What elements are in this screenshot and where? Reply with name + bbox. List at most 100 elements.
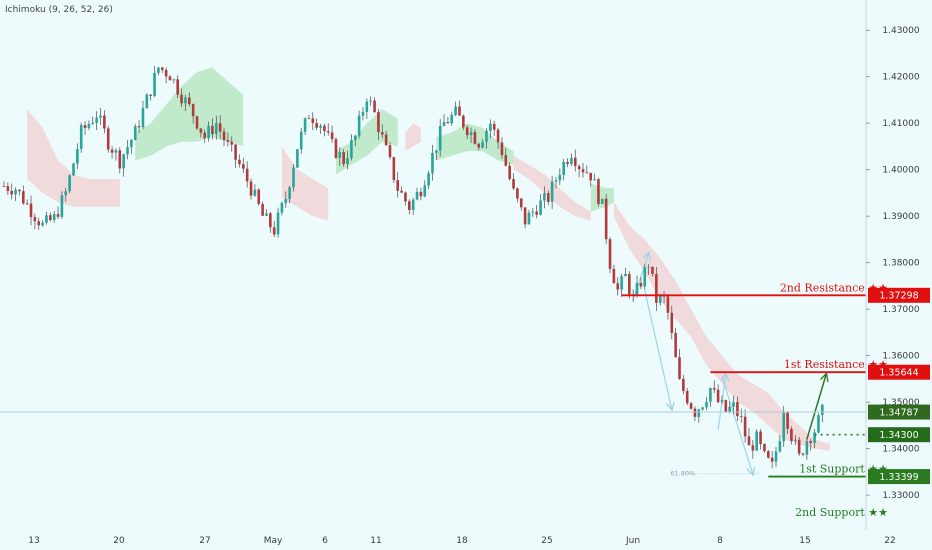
candle-body <box>500 142 504 156</box>
candle-body <box>516 188 519 199</box>
x-tick-label: 6 <box>322 536 328 546</box>
candle-body <box>535 211 538 215</box>
y-tick-label: 1.42000 <box>882 73 919 83</box>
cloud-segment-bear <box>27 109 120 207</box>
candle-body <box>450 114 454 124</box>
projection-arrow <box>806 374 826 440</box>
candle-body <box>624 273 627 277</box>
candle-body <box>365 101 369 112</box>
candle-body <box>400 190 403 193</box>
indicator-label[interactable]: Ichimoku (9, 26, 52, 26) <box>5 5 113 15</box>
x-tick-label: 25 <box>541 536 552 546</box>
candle-body <box>601 198 604 204</box>
candle-body <box>817 415 820 433</box>
candle-body <box>427 173 430 186</box>
y-tick-label: 1.41000 <box>882 119 919 129</box>
candle-body <box>423 185 427 197</box>
y-tick-label: 1.43000 <box>882 26 919 36</box>
candle-body <box>377 112 380 133</box>
candle-body <box>519 198 523 208</box>
impulse-arrow <box>721 376 753 475</box>
y-tick-label: 1.38000 <box>882 259 919 269</box>
candle-body <box>269 213 272 228</box>
candle-body <box>222 131 226 141</box>
candle-body <box>608 239 612 269</box>
candle-body <box>49 215 52 221</box>
candle-body <box>52 214 56 221</box>
candle-body <box>442 122 446 126</box>
candle-body <box>581 169 585 173</box>
y-tick-label: 1.35000 <box>882 398 919 408</box>
candle-body <box>438 125 442 151</box>
cloud-segment-bull <box>590 183 614 212</box>
candle-body <box>184 97 187 104</box>
candle-body <box>29 203 33 218</box>
candle-body <box>245 168 249 182</box>
candle-body <box>280 203 284 213</box>
candle-body <box>628 273 631 295</box>
candle-body <box>612 268 616 284</box>
candle-body <box>10 190 14 195</box>
candle-body <box>794 439 797 441</box>
candle-body <box>469 131 473 136</box>
candle-body <box>620 276 623 290</box>
candle-body <box>160 67 164 70</box>
x-tick-label: 20 <box>113 536 125 546</box>
candle-body <box>118 150 122 169</box>
resistance-label: 1st Resistance ★★ <box>784 358 888 371</box>
current-price-tag-label: 1.34787 <box>879 407 918 418</box>
candle-body <box>110 149 114 153</box>
candle-body <box>37 221 41 226</box>
candle-body <box>751 445 755 451</box>
candle-body <box>712 388 716 390</box>
candle-body <box>485 130 488 142</box>
candle-body <box>342 152 345 165</box>
candle-body <box>616 283 620 290</box>
candle-body <box>813 432 816 443</box>
x-tick-label: May <box>264 536 283 546</box>
candle-body <box>207 125 210 139</box>
candle-body <box>284 198 288 204</box>
support-tag <box>868 469 930 485</box>
candle-body <box>218 123 222 132</box>
candle-body <box>60 195 64 217</box>
candle-body <box>249 181 253 196</box>
candle-body <box>658 295 662 303</box>
candle-body <box>215 123 218 135</box>
candle-body <box>45 215 48 223</box>
candle-body <box>454 106 457 115</box>
candle-body <box>697 409 701 417</box>
candle-body <box>79 125 83 150</box>
candle-body <box>732 402 735 407</box>
candle-body <box>199 128 203 133</box>
candle-body <box>137 126 141 128</box>
candle-body <box>288 187 291 199</box>
candle-body <box>411 199 415 210</box>
candle-body <box>384 134 388 146</box>
candle-body <box>338 152 342 158</box>
candle-body <box>462 115 465 128</box>
support-label: 2nd Support ★★ <box>795 506 888 519</box>
candle-body <box>550 181 554 203</box>
candle-body <box>168 76 172 81</box>
candle-body <box>693 408 697 417</box>
candle-body <box>14 189 17 195</box>
candle-body <box>292 167 295 188</box>
candle-body <box>558 175 562 181</box>
candle-body <box>76 149 79 164</box>
candle-body <box>685 391 689 404</box>
candle-body <box>126 147 129 155</box>
resistance-tag <box>868 364 930 380</box>
candle-body <box>755 431 758 451</box>
candle-body <box>635 282 639 296</box>
time-axis[interactable]: 13 20 27 May 6 11 18 25 Jun 8 15 22 <box>28 536 895 546</box>
candle-body <box>91 122 95 125</box>
candle-body <box>419 191 423 197</box>
candle-body <box>2 185 6 187</box>
candle-body <box>392 157 396 181</box>
candle-body <box>226 140 230 142</box>
candle-body <box>415 191 419 200</box>
candle-body <box>508 165 511 180</box>
price-axis[interactable]: 1.43000 1.42000 1.41000 1.40000 1.39000 1.380… <box>866 26 930 501</box>
